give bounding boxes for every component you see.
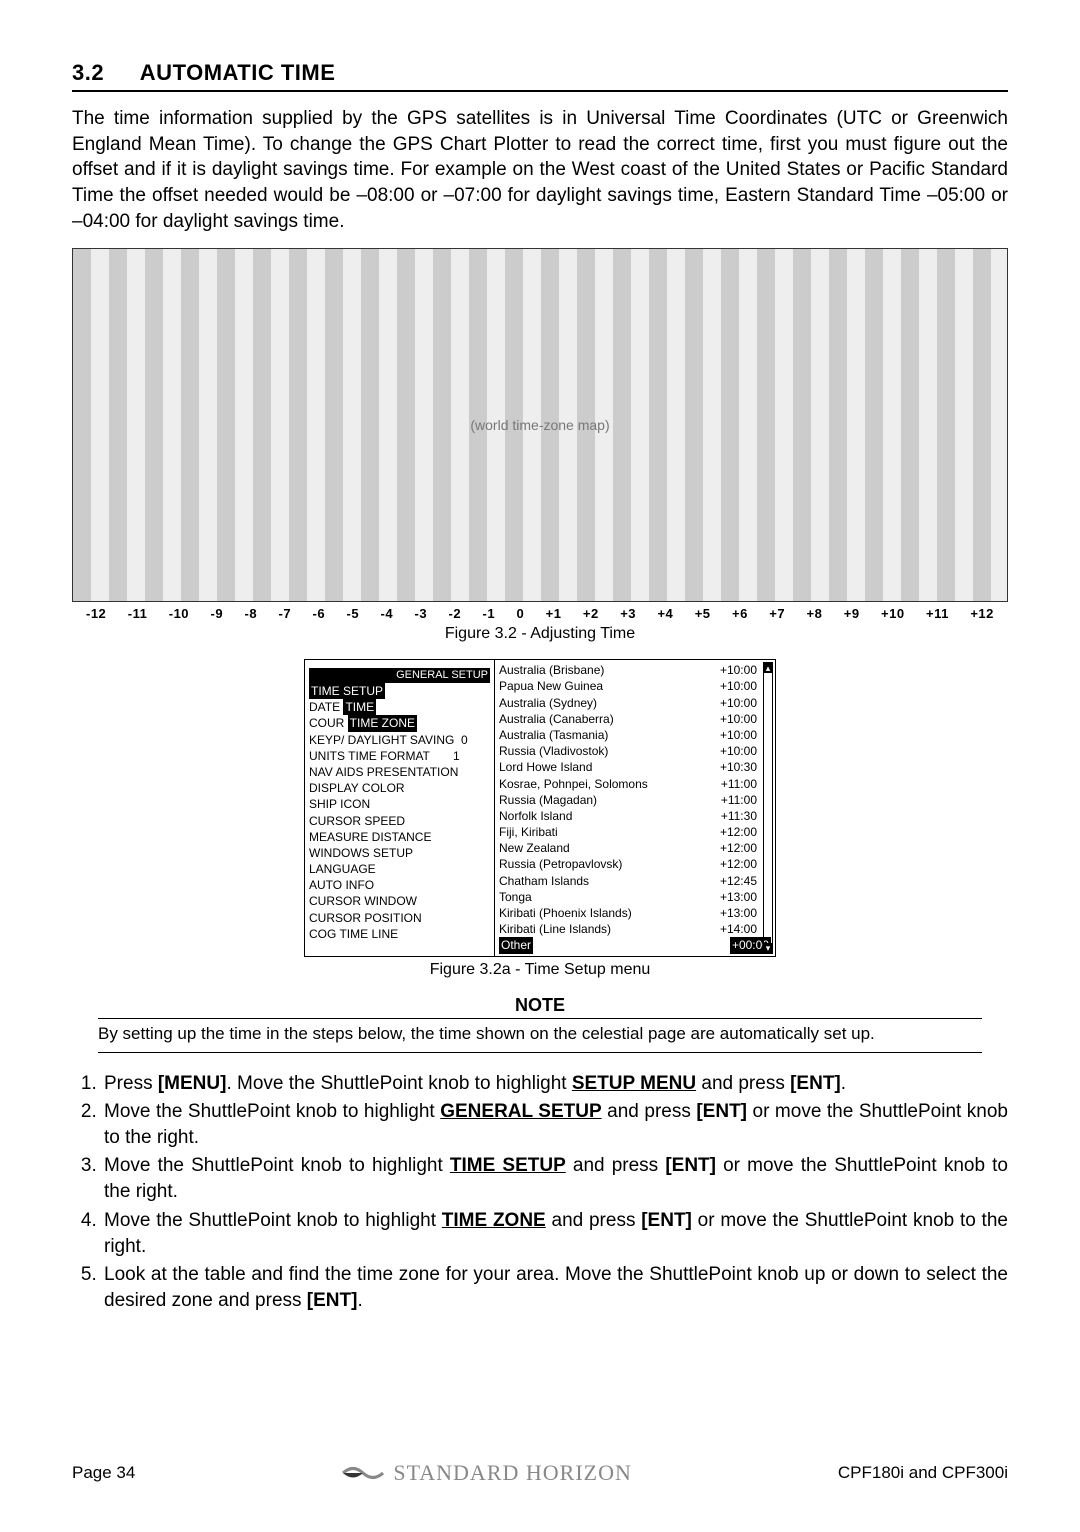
axis-tick: -1 [482,606,495,621]
axis-tick: +10 [881,606,905,621]
axis-tick: 0 [516,606,524,621]
world-map-image: (world time-zone map) [72,248,1008,602]
timezone-row[interactable]: Australia (Canaberra)+10:00 [499,711,771,727]
menu-left-row[interactable]: AUTO INFO [309,877,490,893]
axis-tick: -2 [448,606,461,621]
map-axis: -12-11-10-9-8-7-6-5-4-3-2-10+1+2+3+4+5+6… [72,602,1008,621]
menu-left-row[interactable]: CURSOR POSITION [309,910,490,926]
menu-left-row[interactable]: LANGUAGE [309,861,490,877]
menu-left-row[interactable]: SHIP ICON [309,796,490,812]
menu-left-row[interactable]: MEASURE DISTANCE [309,829,490,845]
axis-tick: -7 [278,606,291,621]
timezone-row[interactable]: Australia (Tasmania)+10:00 [499,727,771,743]
axis-tick: +9 [844,606,860,621]
axis-tick: -9 [210,606,223,621]
section-number: 3.2 [72,60,134,86]
menu-left-row[interactable]: DISPLAY COLOR [309,780,490,796]
note-title: NOTE [98,995,982,1019]
note-block: NOTE By setting up the time in the steps… [98,995,982,1053]
timezone-row[interactable]: Chatham Islands+12:45 [499,873,771,889]
axis-tick: +1 [546,606,562,621]
timezone-row[interactable]: Russia (Magadan)+11:00 [499,792,771,808]
footer-model: CPF180i and CPF300i [838,1463,1008,1483]
axis-tick: -6 [312,606,325,621]
brand-logo-icon [341,1462,385,1484]
timezone-row[interactable]: New Zealand+12:00 [499,840,771,856]
timezone-row[interactable]: Kosrae, Pohnpei, Solomons+11:00 [499,776,771,792]
timezone-row[interactable]: Fiji, Kiribati+12:00 [499,824,771,840]
section-title: AUTOMATIC TIME [140,60,336,85]
menu-left-row[interactable]: DATE TIME [309,699,490,715]
axis-tick: +5 [695,606,711,621]
timezone-row[interactable]: Lord Howe Island+10:30 [499,759,771,775]
axis-tick: +2 [583,606,599,621]
figure-caption-1: Figure 3.2 - Adjusting Time [72,625,1008,643]
step-item: Move the ShuttlePoint knob to highlight … [102,1099,1008,1151]
menu-left-row[interactable]: UNITS TIME FORMAT 1 [309,748,490,764]
step-item: Look at the table and find the time zone… [102,1262,1008,1314]
menu-header-general-setup: GENERAL SETUP [309,668,490,683]
axis-tick: +6 [732,606,748,621]
intro-paragraph: The time information supplied by the GPS… [72,106,1008,234]
scroll-up-icon[interactable]: ▴ [764,663,772,673]
step-item: Move the ShuttlePoint knob to highlight … [102,1153,1008,1205]
page-footer: Page 34 STANDARD HORIZON CPF180i and CPF… [72,1460,1008,1486]
step-item: Move the ShuttlePoint knob to highlight … [102,1208,1008,1260]
axis-tick: +4 [657,606,673,621]
menu-screenshot: GENERAL SETUP TIME SETUPDATE TIMECOUR TI… [304,659,776,956]
timezone-row[interactable]: Russia (Vladivostok)+10:00 [499,743,771,759]
axis-tick: +7 [769,606,785,621]
timezone-row[interactable]: Russia (Petropavlovsk)+12:00 [499,856,771,872]
menu-left-row[interactable]: NAV AIDS PRESENTATION [309,764,490,780]
scroll-down-icon[interactable]: ▾ [764,943,772,953]
axis-tick: -11 [128,606,148,621]
menu-row-other[interactable]: Other +00:00 [499,937,771,953]
menu-right-panel: Australia (Brisbane)+10:00Papua New Guin… [495,660,775,955]
axis-tick: -3 [414,606,427,621]
menu-left-row[interactable]: KEYP/ DAYLIGHT SAVING 0 [309,732,490,748]
axis-tick: -12 [86,606,106,621]
axis-tick: -10 [169,606,189,621]
timezone-row[interactable]: Norfolk Island+11:30 [499,808,771,824]
menu-left-panel: GENERAL SETUP TIME SETUPDATE TIMECOUR TI… [305,660,495,955]
timezone-row[interactable]: Australia (Sydney)+10:00 [499,695,771,711]
steps-list: Press [MENU]. Move the ShuttlePoint knob… [102,1071,1008,1315]
axis-tick: +12 [970,606,994,621]
figure-map: (world time-zone map) -12-11-10-9-8-7-6-… [72,248,1008,621]
timezone-row[interactable]: Papua New Guinea+10:00 [499,678,771,694]
menu-left-row[interactable]: COUR TIME ZONE [309,715,490,731]
axis-tick: +11 [926,606,949,621]
menu-left-row[interactable]: COG TIME LINE [309,926,490,942]
timezone-row[interactable]: Kiribati (Phoenix Islands)+13:00 [499,905,771,921]
menu-scrollbar[interactable]: ▴ ▾ [763,662,773,953]
axis-tick: +3 [620,606,636,621]
timezone-row[interactable]: Australia (Brisbane)+10:00 [499,662,771,678]
menu-left-row[interactable]: CURSOR SPEED [309,813,490,829]
axis-tick: -5 [346,606,359,621]
note-body: By setting up the time in the steps belo… [98,1019,982,1053]
menu-left-row[interactable]: TIME SETUP [309,683,490,699]
menu-left-row[interactable]: CURSOR WINDOW [309,893,490,909]
axis-tick: -4 [380,606,393,621]
figure-caption-2: Figure 3.2a - Time Setup menu [72,961,1008,979]
axis-tick: +8 [807,606,823,621]
step-item: Press [MENU]. Move the ShuttlePoint knob… [102,1071,1008,1097]
section-heading: 3.2 AUTOMATIC TIME [72,60,1008,92]
timezone-row[interactable]: Tonga+13:00 [499,889,771,905]
footer-brand: STANDARD HORIZON [341,1460,632,1486]
axis-tick: -8 [244,606,257,621]
menu-left-row[interactable]: WINDOWS SETUP [309,845,490,861]
timezone-row[interactable]: Kiribati (Line Islands)+14:00 [499,921,771,937]
footer-page: Page 34 [72,1463,135,1483]
